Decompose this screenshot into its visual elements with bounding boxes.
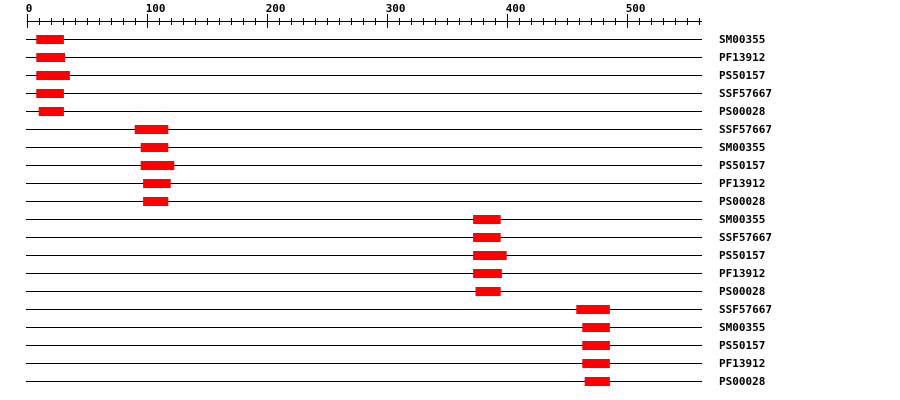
track-label: SSF57667	[719, 123, 772, 136]
domain-bar	[582, 323, 610, 332]
track-label: PS50157	[719, 69, 765, 82]
track-label: PS50157	[719, 249, 765, 262]
track-label: SSF57667	[719, 87, 772, 100]
domain-bar	[140, 143, 169, 152]
domain-bar	[473, 269, 502, 278]
axis-tick-label: 200	[266, 2, 286, 15]
axis-tick-label: 500	[626, 2, 646, 15]
track-label: PF13912	[719, 267, 765, 280]
domain-bar	[473, 233, 501, 242]
domain-bar	[143, 179, 171, 188]
domain-bar	[38, 107, 64, 116]
track-label: SM00355	[719, 213, 765, 226]
axis-tick-label: 100	[146, 2, 166, 15]
track-label: SSF57667	[719, 303, 772, 316]
track-label: PF13912	[719, 51, 765, 64]
axis-tick-label: 400	[506, 2, 526, 15]
track-label: SM00355	[719, 321, 765, 334]
track-label: PF13912	[719, 357, 765, 370]
track-label: SM00355	[719, 141, 765, 154]
track-label: PS00028	[719, 375, 765, 388]
track-label: PS00028	[719, 105, 765, 118]
domain-bar	[36, 89, 64, 98]
track-label: PS00028	[719, 285, 765, 298]
domain-bar	[36, 35, 64, 44]
track-label: SSF57667	[719, 231, 772, 244]
track-label: SM00355	[719, 33, 765, 46]
domain-bar	[134, 125, 169, 134]
domain-bar	[36, 71, 70, 80]
domain-bar	[36, 53, 66, 62]
domain-bar	[584, 377, 610, 386]
domain-bar	[143, 197, 169, 206]
axis-tick-label: 0	[26, 2, 33, 15]
track-label: PS50157	[719, 159, 765, 172]
domain-bar	[140, 161, 175, 170]
axis-tick-label: 300	[386, 2, 406, 15]
domain-bar	[576, 305, 610, 314]
track-label: PF13912	[719, 177, 765, 190]
domain-bar	[582, 341, 610, 350]
domain-bar	[473, 251, 507, 260]
domain-bar	[475, 287, 501, 296]
domain-bar	[582, 359, 610, 368]
domain-bar	[473, 215, 501, 224]
track-label: PS50157	[719, 339, 765, 352]
track-label: PS00028	[719, 195, 765, 208]
